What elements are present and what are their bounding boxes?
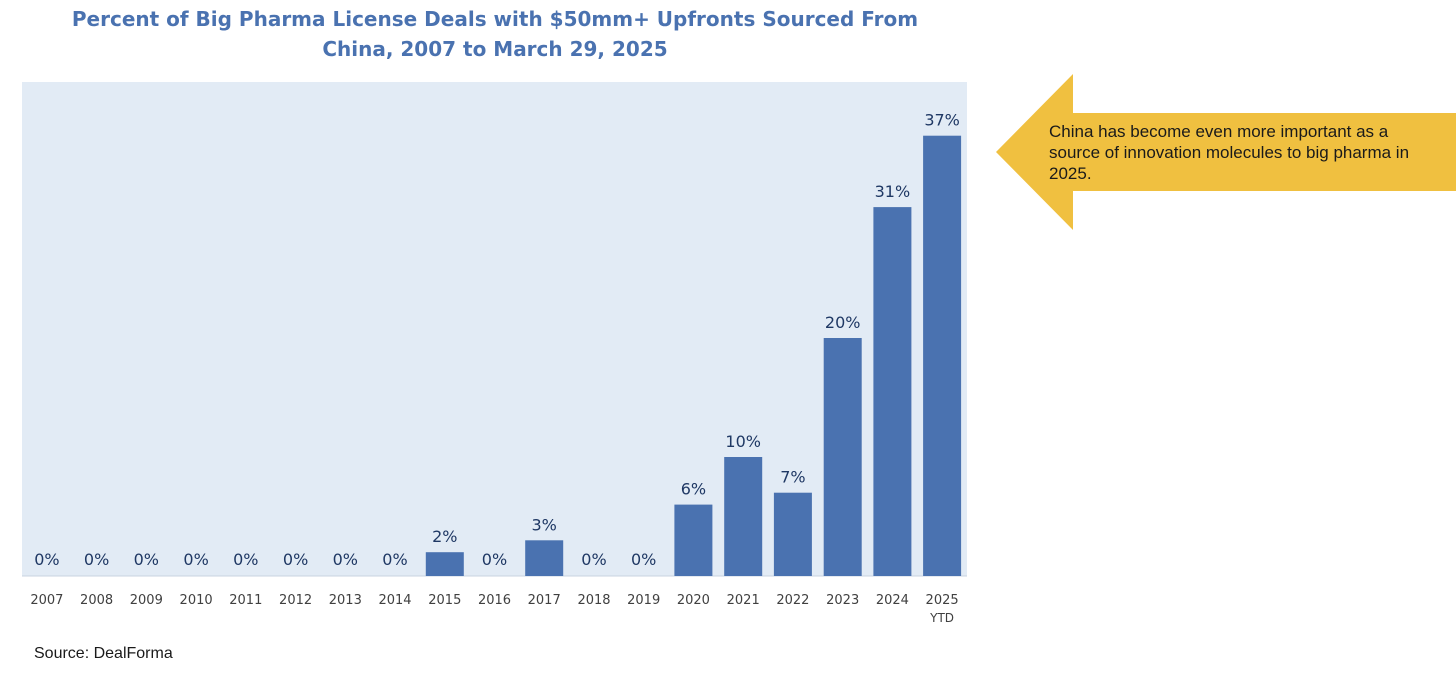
- x-tick-label: 2017: [528, 593, 561, 608]
- data-label: 0%: [84, 550, 109, 569]
- source-note: Source: DealForma: [34, 645, 173, 662]
- data-label: 6%: [681, 480, 706, 499]
- data-label: 20%: [825, 313, 861, 332]
- x-tick-label: 2013: [329, 593, 362, 608]
- x-tick-label: 2016: [478, 593, 511, 608]
- data-label: 0%: [283, 550, 308, 569]
- chart-title-line-2: China, 2007 to March 29, 2025: [322, 37, 668, 61]
- x-tick-label: 2012: [279, 593, 312, 608]
- data-label: 0%: [482, 550, 507, 569]
- x-tick-label: 2015: [428, 593, 461, 608]
- x-tick-label: 2025 YTD: [926, 593, 959, 625]
- x-tick-label: 2022: [776, 593, 809, 608]
- bar: [674, 504, 713, 576]
- x-tick-label: 2011: [229, 593, 262, 608]
- x-tick-label: 2007: [30, 593, 63, 608]
- left-arrow-shape: [996, 74, 1456, 230]
- x-tick-label: 2008: [80, 593, 113, 608]
- data-label: 0%: [183, 550, 208, 569]
- data-label: 0%: [134, 550, 159, 569]
- data-label: 0%: [382, 550, 407, 569]
- chart-title-line-1: Percent of Big Pharma License Deals with…: [71, 7, 919, 31]
- data-label: 0%: [233, 550, 258, 569]
- data-label: 0%: [581, 550, 606, 569]
- x-tick-label: 2023: [826, 593, 859, 608]
- data-label: 31%: [875, 182, 911, 201]
- data-labels-group: 0% 0% 0% 0% 0% 0% 0% 0% 2% 0% 3% 0% 0% 6% 10% 7% 20% 31% 3…: [34, 111, 960, 569]
- bar-chart: 0% 0% 0% 0% 0% 0% 0% 0% 2% 0% 3% 0% 0% 6% 10% 7% 20% 31% 3…: [22, 82, 967, 625]
- x-tick-labels-group: 2007 2008 2009 2010 2011 2012 2013 2014 2015 2016…: [30, 593, 958, 625]
- data-label: 2%: [432, 527, 457, 546]
- x-tick-label: 2021: [727, 593, 760, 608]
- callout: China has become even more important as …: [996, 74, 1456, 230]
- data-label: 10%: [725, 432, 761, 451]
- x-tick-label: 2024: [876, 593, 909, 608]
- bar: [724, 457, 763, 576]
- bar: [773, 492, 812, 576]
- data-label: 0%: [333, 550, 358, 569]
- bars-group: [425, 135, 962, 576]
- bar: [923, 135, 962, 576]
- x-tick-label: 2010: [180, 593, 213, 608]
- x-tick-label: 2009: [130, 593, 163, 608]
- x-tick-label: 2020: [677, 593, 710, 608]
- data-label: 3%: [532, 515, 557, 534]
- x-tick-label: 2019: [627, 593, 660, 608]
- bar: [873, 207, 912, 576]
- chart-title: Percent of Big Pharma License Deals with…: [20, 4, 970, 64]
- data-label: 37%: [924, 111, 960, 130]
- bar: [823, 338, 862, 576]
- data-label: 7%: [780, 468, 805, 487]
- bar: [525, 540, 564, 576]
- x-tick-label: 2018: [577, 593, 610, 608]
- data-label: 0%: [631, 550, 656, 569]
- callout-text: China has become even more important as …: [1049, 122, 1410, 183]
- x-tick-label: 2014: [378, 593, 411, 608]
- data-label: 0%: [34, 550, 59, 569]
- bar: [425, 552, 464, 576]
